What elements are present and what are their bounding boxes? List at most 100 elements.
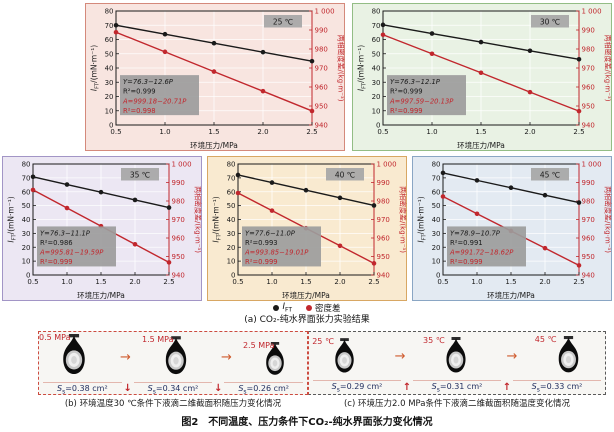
svg-text:1 000: 1 000 (582, 8, 602, 16)
svg-text:R²=0.986: R²=0.986 (40, 239, 73, 247)
svg-text:2.5: 2.5 (163, 278, 174, 286)
svg-text:60: 60 (105, 36, 114, 44)
droplet-image (165, 336, 187, 375)
left-axis: 0 10 20 30 40 50 60 70 80 (432, 161, 446, 280)
svg-text:1.0: 1.0 (159, 128, 170, 136)
sub-captions: (b) 环境温度30 ℃条件下液滴二维截面积随压力变化情况 (c) 环境压力2.… (38, 397, 606, 409)
x-axis-title: 环境压力/MPa (457, 140, 505, 150)
svg-text:10: 10 (22, 258, 31, 266)
svg-text:940: 940 (582, 272, 595, 280)
condition-label: 1.5 MPa (141, 335, 174, 344)
temperature-badge: 30 ℃ (531, 15, 569, 28)
svg-text:A=999.18−20.71P: A=999.18−20.71P (122, 97, 187, 105)
chart-svg: 0 10 20 30 40 50 60 70 80 940 950 960 970 980 990 1 000… (357, 8, 613, 151)
svg-text:970: 970 (172, 216, 185, 224)
condition-label: 35 ℃ (423, 336, 445, 345)
svg-text:10: 10 (227, 258, 236, 266)
left-axis: 0 10 20 30 40 50 60 70 80 (227, 161, 241, 280)
trend-arrow-icon: ↑ (402, 381, 412, 393)
svg-text:R²=0.998: R²=0.998 (123, 107, 156, 115)
svg-text:50: 50 (22, 202, 31, 210)
chart-legend: IFT 密度差 (0, 302, 614, 314)
svg-text:20: 20 (372, 93, 381, 101)
svg-text:0: 0 (231, 272, 235, 280)
x-axis: 0.5 1.0 1.5 2.0 2.5 (27, 272, 175, 286)
svg-text:1.0: 1.0 (426, 128, 437, 136)
svg-text:2.0: 2.0 (539, 278, 550, 286)
series-left (113, 22, 315, 64)
svg-text:940: 940 (172, 272, 185, 280)
caption-a: (a) CO₂-纯水界面张力实验结果 (244, 315, 370, 325)
svg-text:40: 40 (227, 216, 236, 224)
x-axis-title: 环境压力/MPa (190, 140, 238, 150)
svg-text:950: 950 (582, 253, 595, 261)
series-left (235, 172, 377, 208)
x-axis-title: 环境压力/MPa (282, 290, 330, 300)
temperature-badge: 40 ℃ (326, 168, 364, 181)
right-axis: 940 950 960 970 980 990 1 000 (371, 161, 397, 280)
legend-item-density: 密度差 (306, 302, 341, 314)
svg-text:35 ℃: 35 ℃ (130, 171, 150, 180)
area-label: Ss=0.33 cm² (513, 380, 601, 394)
svg-text:20: 20 (22, 244, 31, 252)
svg-text:60: 60 (432, 188, 441, 196)
svg-text:40 ℃: 40 ℃ (335, 171, 355, 180)
svg-text:A=991.72−18.62P: A=991.72−18.62P (449, 249, 514, 257)
right-axis: 940 950 960 970 980 990 1 000 (166, 161, 192, 280)
svg-text:0.5: 0.5 (437, 278, 448, 286)
area-row-b: Ss=0.38 cm² ↓ Ss=0.34 cm² ↓ Ss=0.26 cm² (43, 382, 304, 396)
svg-text:70: 70 (227, 174, 236, 182)
right-axis: 940 950 960 970 980 990 1 000 (576, 8, 602, 130)
left-axis: 0 10 20 30 40 50 60 70 80 (105, 8, 119, 130)
y-right-title: 两相密度差/(kg·m⁻³) (604, 186, 613, 253)
svg-text:Y=76.3−12.6P: Y=76.3−12.6P (123, 78, 174, 86)
svg-text:40: 40 (22, 216, 31, 224)
svg-text:940: 940 (315, 122, 328, 130)
svg-text:60: 60 (22, 188, 31, 196)
chart-svg: 0 10 20 30 40 50 60 70 80 940 950 960 970 980 990 1 000… (417, 161, 613, 301)
svg-text:80: 80 (372, 8, 381, 16)
svg-text:R²=0.999: R²=0.999 (450, 258, 483, 266)
droplet-image (335, 338, 354, 373)
svg-text:10: 10 (105, 107, 114, 115)
svg-text:Y=76.3−12.1P: Y=76.3−12.1P (390, 78, 441, 86)
area-row-c: Ss=0.29 cm² ↑ Ss=0.31 cm² ↑ Ss=0.33 cm² (313, 380, 601, 394)
svg-text:40: 40 (105, 65, 114, 73)
caption-c: (c) 环境压力2.0 MPa条件下液滴二维截面积随温度变化情况 (343, 399, 571, 409)
svg-text:990: 990 (582, 27, 595, 35)
svg-text:10: 10 (432, 258, 441, 266)
svg-text:1.5: 1.5 (300, 278, 311, 286)
svg-text:40: 40 (432, 216, 441, 224)
svg-text:30 ℃: 30 ℃ (540, 18, 560, 27)
step-arrow-icon: → (221, 350, 232, 365)
svg-text:2.0: 2.0 (257, 128, 268, 136)
droplet-figure (441, 337, 471, 380)
svg-text:30: 30 (22, 230, 31, 238)
svg-text:990: 990 (172, 179, 185, 187)
y-left-title: IFT/(mN·m⁻¹) (212, 196, 223, 242)
svg-text:0.5: 0.5 (27, 278, 38, 286)
condition-label: 0.5 MPa (39, 333, 71, 342)
svg-text:980: 980 (315, 46, 328, 54)
svg-text:0: 0 (376, 122, 380, 130)
svg-text:A=995.81−19.59P: A=995.81−19.59P (39, 249, 104, 257)
svg-text:60: 60 (227, 188, 236, 196)
svg-text:80: 80 (105, 8, 114, 16)
trend-arrow-icon: ↓ (123, 383, 132, 395)
series-right (380, 32, 582, 114)
x-axis-title: 环境压力/MPa (77, 290, 125, 300)
droplet-unit: 25 ℃ (312, 337, 359, 380)
droplet-unit: 2.5 MPa (243, 341, 289, 382)
svg-text:950: 950 (582, 103, 595, 111)
svg-text:Y=76.3−11.1P: Y=76.3−11.1P (40, 229, 91, 237)
svg-text:1 000: 1 000 (377, 161, 397, 169)
svg-text:2.5: 2.5 (368, 278, 379, 286)
svg-text:25 ℃: 25 ℃ (273, 18, 293, 27)
droplet-row-b: 0.5 MPa → 1.5 MPa → 2.5 MPa (39, 333, 303, 382)
svg-text:50: 50 (372, 50, 381, 58)
svg-text:30: 30 (105, 79, 114, 87)
x-axis: 0.5 1.0 1.5 2.0 2.5 (232, 272, 380, 286)
x-axis: 0.5 1.0 1.5 2.0 2.5 (377, 122, 585, 136)
svg-text:0.5: 0.5 (232, 278, 243, 286)
